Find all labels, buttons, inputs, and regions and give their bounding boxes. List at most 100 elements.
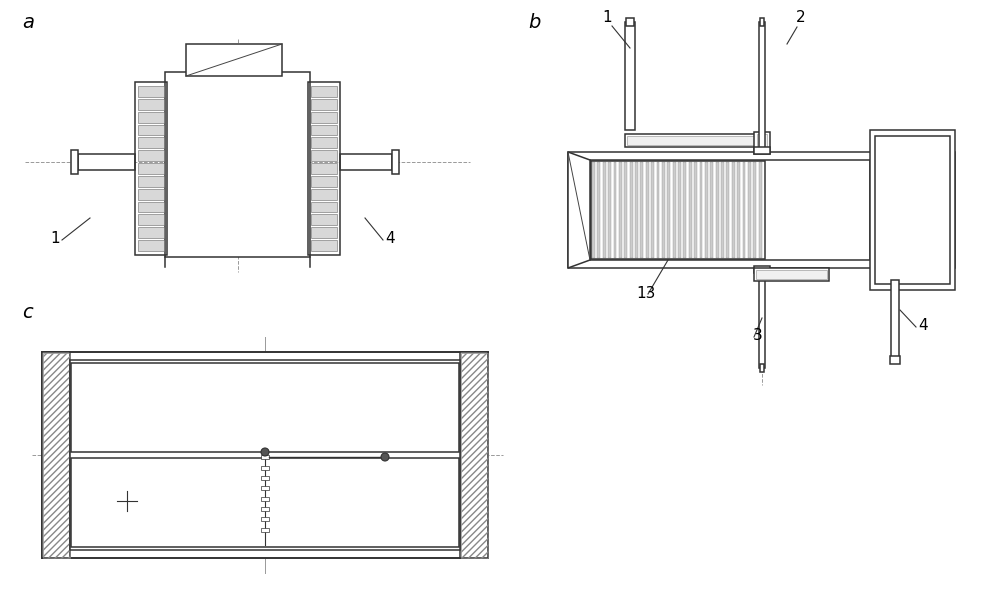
Bar bbox=[177, 524, 183, 532]
Bar bbox=[295, 514, 301, 521]
Bar bbox=[406, 387, 412, 394]
Bar bbox=[250, 387, 257, 394]
Text: 2: 2 bbox=[796, 10, 806, 25]
Bar bbox=[110, 471, 116, 478]
Bar bbox=[177, 398, 183, 405]
Bar bbox=[186, 44, 282, 76]
Bar bbox=[428, 460, 434, 468]
Bar bbox=[95, 387, 102, 394]
Bar bbox=[332, 376, 338, 383]
Bar bbox=[324, 482, 331, 489]
Bar bbox=[78, 154, 135, 170]
Bar bbox=[236, 365, 242, 373]
Bar bbox=[428, 440, 434, 447]
Bar bbox=[346, 408, 353, 416]
Bar bbox=[265, 460, 271, 468]
Bar bbox=[169, 398, 175, 405]
Bar bbox=[214, 440, 220, 447]
Bar bbox=[273, 514, 279, 521]
Bar bbox=[450, 387, 456, 394]
Bar bbox=[391, 535, 397, 542]
Bar bbox=[369, 503, 375, 511]
Bar bbox=[258, 535, 264, 542]
Polygon shape bbox=[568, 152, 590, 268]
Bar bbox=[214, 408, 220, 416]
Bar bbox=[626, 18, 634, 26]
Bar bbox=[236, 535, 242, 542]
Bar bbox=[435, 408, 441, 416]
Bar bbox=[317, 398, 323, 405]
Bar bbox=[891, 280, 899, 360]
Bar bbox=[132, 408, 139, 416]
Bar bbox=[177, 482, 183, 489]
Bar bbox=[694, 162, 697, 258]
Bar bbox=[221, 503, 227, 511]
Bar bbox=[317, 460, 323, 468]
Bar bbox=[95, 471, 102, 478]
Bar bbox=[154, 398, 161, 405]
Bar bbox=[354, 387, 360, 394]
Bar bbox=[295, 376, 301, 383]
Bar bbox=[169, 503, 175, 511]
Bar bbox=[392, 150, 399, 174]
Bar bbox=[339, 398, 345, 405]
Bar bbox=[138, 86, 164, 97]
Bar bbox=[568, 152, 955, 268]
Bar bbox=[273, 376, 279, 383]
Bar bbox=[361, 398, 367, 405]
Bar bbox=[391, 408, 397, 416]
Bar bbox=[228, 429, 235, 437]
Bar bbox=[236, 503, 242, 511]
Bar bbox=[236, 419, 242, 426]
Bar bbox=[311, 240, 337, 251]
Bar bbox=[154, 503, 161, 511]
Bar bbox=[70, 360, 460, 550]
Text: 1: 1 bbox=[50, 231, 60, 246]
Bar bbox=[214, 376, 220, 383]
Bar bbox=[280, 503, 286, 511]
Bar bbox=[110, 429, 116, 437]
Bar bbox=[162, 376, 168, 383]
Bar bbox=[310, 535, 316, 542]
Bar bbox=[413, 535, 419, 542]
Bar bbox=[369, 514, 375, 521]
Bar bbox=[339, 514, 345, 521]
Bar bbox=[228, 514, 235, 521]
Bar bbox=[95, 535, 102, 542]
Bar bbox=[199, 514, 205, 521]
Bar bbox=[177, 408, 183, 416]
Bar bbox=[435, 440, 441, 447]
Bar bbox=[73, 535, 79, 542]
Bar bbox=[287, 387, 294, 394]
Bar bbox=[154, 471, 161, 478]
Bar bbox=[265, 398, 271, 405]
Bar bbox=[199, 387, 205, 394]
Bar bbox=[42, 352, 70, 558]
Bar bbox=[184, 376, 190, 383]
Bar bbox=[369, 482, 375, 489]
Bar bbox=[206, 376, 212, 383]
Bar bbox=[199, 429, 205, 437]
Bar bbox=[236, 524, 242, 532]
Bar bbox=[302, 408, 308, 416]
Bar bbox=[754, 268, 829, 281]
Bar bbox=[317, 524, 323, 532]
Bar bbox=[450, 440, 456, 447]
Bar bbox=[250, 535, 257, 542]
Bar bbox=[191, 387, 198, 394]
Bar bbox=[228, 376, 235, 383]
Bar bbox=[376, 471, 382, 478]
Bar bbox=[88, 398, 94, 405]
Bar bbox=[95, 524, 102, 532]
Bar bbox=[311, 124, 337, 135]
Bar bbox=[391, 440, 397, 447]
Bar bbox=[228, 387, 235, 394]
Bar bbox=[592, 162, 595, 258]
Bar bbox=[273, 471, 279, 478]
Bar bbox=[339, 440, 345, 447]
Bar bbox=[199, 460, 205, 468]
Bar bbox=[435, 482, 441, 489]
Bar bbox=[428, 429, 434, 437]
Bar bbox=[332, 482, 338, 489]
Bar bbox=[110, 387, 116, 394]
